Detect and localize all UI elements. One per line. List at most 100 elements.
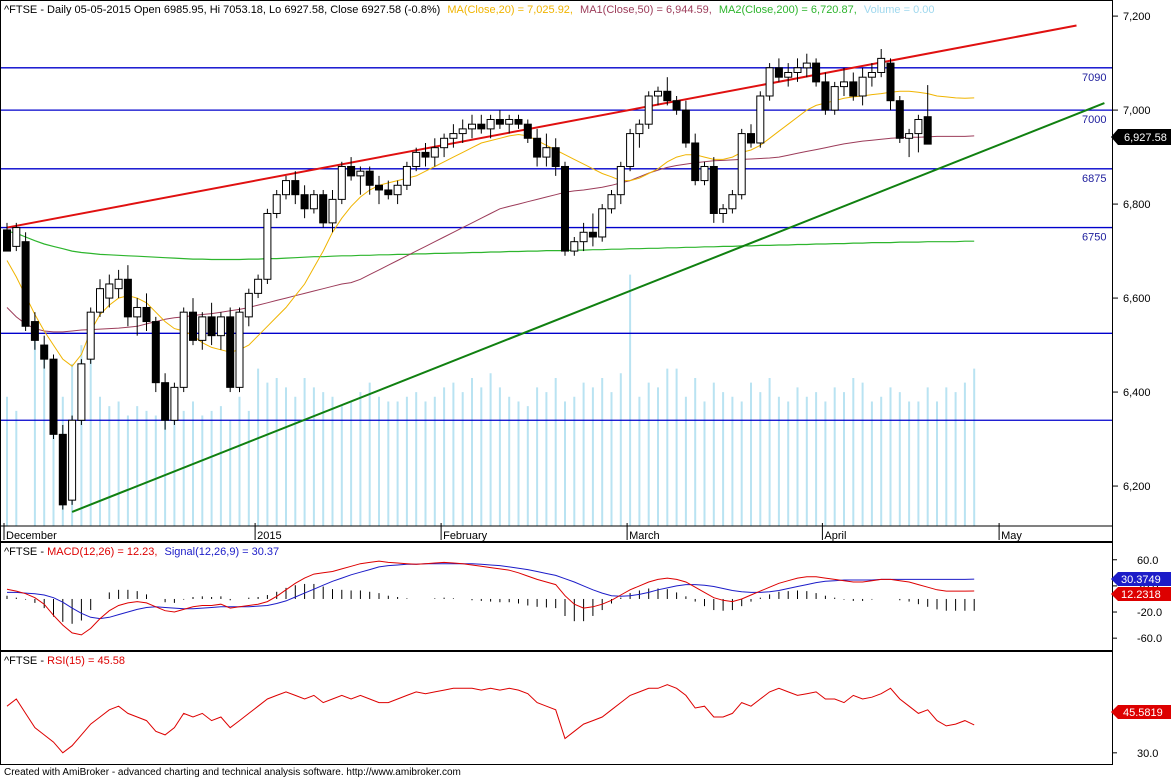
candle-body	[161, 382, 170, 421]
macd-pane-frame	[0, 542, 1113, 651]
rsi-line	[6, 684, 975, 754]
candle-body	[495, 118, 504, 125]
macd-legend: MACD(12,26) = 12.23,	[47, 546, 157, 558]
price-tick-label: 7,000	[1123, 105, 1151, 117]
month-tick-label: 2015	[257, 530, 281, 542]
candle-body	[328, 198, 337, 224]
rsi-pane-frame	[0, 651, 1113, 765]
candle-body	[486, 118, 495, 130]
price-tick-label: 6,600	[1123, 293, 1151, 305]
candle-body	[291, 180, 300, 196]
macd-header-prefix: ^FTSE -	[4, 546, 47, 558]
candle-body	[402, 165, 411, 186]
price-tick-label: 7,200	[1123, 11, 1151, 23]
candle-body	[105, 283, 114, 299]
macd-value-label: 12.2318	[1121, 589, 1161, 601]
ma50-line	[6, 135, 975, 333]
candle-body	[189, 311, 197, 341]
candle-body	[672, 100, 681, 111]
rsi-value-flag: 45.5819	[1111, 705, 1171, 719]
candle-body	[458, 128, 467, 135]
candle-body	[40, 344, 49, 360]
candle-body	[123, 278, 132, 318]
candle-body	[719, 208, 728, 214]
candle-body	[681, 109, 690, 144]
ma200-legend: MA2(Close,200) = 6,720.87,	[719, 4, 857, 16]
candle-body	[654, 90, 662, 97]
candle-body	[858, 76, 867, 97]
candle-body	[830, 86, 839, 111]
candle-body	[300, 194, 309, 210]
candle-body	[570, 241, 579, 252]
candle-body	[523, 123, 532, 139]
candle-body	[709, 165, 718, 214]
candle-body	[774, 67, 783, 78]
candle-body	[784, 71, 793, 78]
macd-pane-header: ^FTSE - MACD(12,26) = 12.23, Signal(12,2…	[4, 546, 279, 558]
last-price-label: 6,927.58	[1124, 132, 1167, 144]
candle-body	[533, 137, 542, 158]
level-label: 6875	[1082, 173, 1106, 185]
candle-body	[440, 137, 449, 149]
candle-body	[421, 151, 430, 158]
candle-body	[86, 311, 95, 360]
price-pane-header: ^FTSE - Daily 05-05-2015 Open 6985.95, H…	[4, 4, 934, 16]
rsi-value-label: 45.5819	[1123, 707, 1163, 719]
resistance-trendline	[6, 24, 1077, 229]
month-tick-label: March	[629, 530, 660, 542]
macd-line	[6, 560, 975, 636]
candle-body	[347, 165, 356, 177]
candle-body	[793, 67, 802, 73]
footer-credit: Created with AmiBroker - advanced charti…	[4, 767, 461, 778]
candle-body	[449, 133, 458, 139]
macd-tick-label: 60.0	[1137, 555, 1158, 567]
candle-body	[700, 165, 709, 182]
candle-body	[616, 165, 625, 196]
candle-body	[895, 100, 904, 139]
month-tick-label: February	[443, 530, 488, 542]
candle-body	[216, 316, 225, 337]
candle-body	[588, 231, 597, 238]
candle-body	[598, 208, 607, 238]
volume-legend: Volume = 0.00	[864, 4, 935, 16]
rsi-header-prefix: ^FTSE -	[4, 655, 47, 667]
candle-body	[12, 227, 21, 247]
month-tick-label: December	[6, 530, 57, 542]
macd-value-flag: 12.2318	[1111, 587, 1171, 601]
candle-body	[812, 62, 821, 83]
candle-body	[319, 194, 328, 224]
candle-body	[49, 358, 58, 435]
candle-body	[923, 116, 932, 145]
price-header-prefix: ^FTSE - Daily 05-05-2015 Open 6985.95, H…	[4, 4, 440, 16]
macd-tick-label: -60.0	[1137, 633, 1162, 645]
candle-body	[170, 386, 179, 421]
candle-body	[849, 81, 858, 97]
candle-body	[309, 194, 318, 210]
candle-body	[728, 194, 737, 210]
candle-body	[477, 123, 486, 130]
rsi-tick-label: 30.0	[1137, 748, 1158, 760]
macd-lines	[6, 560, 975, 636]
rsi-legend: RSI(15) = 45.58	[47, 655, 125, 667]
candle-body	[840, 81, 848, 88]
candle-body	[207, 316, 216, 337]
candle-body	[244, 292, 253, 318]
macd-histogram	[6, 583, 975, 624]
candle-body	[514, 118, 523, 125]
candle-body	[430, 147, 439, 158]
rsi-pane: 30.0 45.5819 ^FTSE - RSI(15) = 45.58	[0, 651, 1171, 765]
candle-body	[356, 170, 365, 177]
price-y-axis: 6,200 6,400 6,600 6,800 7,000 7,200	[1112, 11, 1151, 493]
candle-body	[663, 90, 672, 102]
candle-body	[254, 278, 263, 294]
price-tick-label: 6,800	[1123, 199, 1151, 211]
candle-body	[551, 147, 560, 167]
candle-body	[886, 62, 895, 102]
candle-body	[226, 316, 235, 388]
support-trendline	[71, 102, 1105, 513]
last-price-flag: 6,927.58	[1111, 129, 1171, 145]
candle-body	[867, 71, 876, 78]
candle-body	[561, 165, 569, 252]
rsi-line	[6, 684, 975, 754]
candle-body	[30, 321, 39, 341]
